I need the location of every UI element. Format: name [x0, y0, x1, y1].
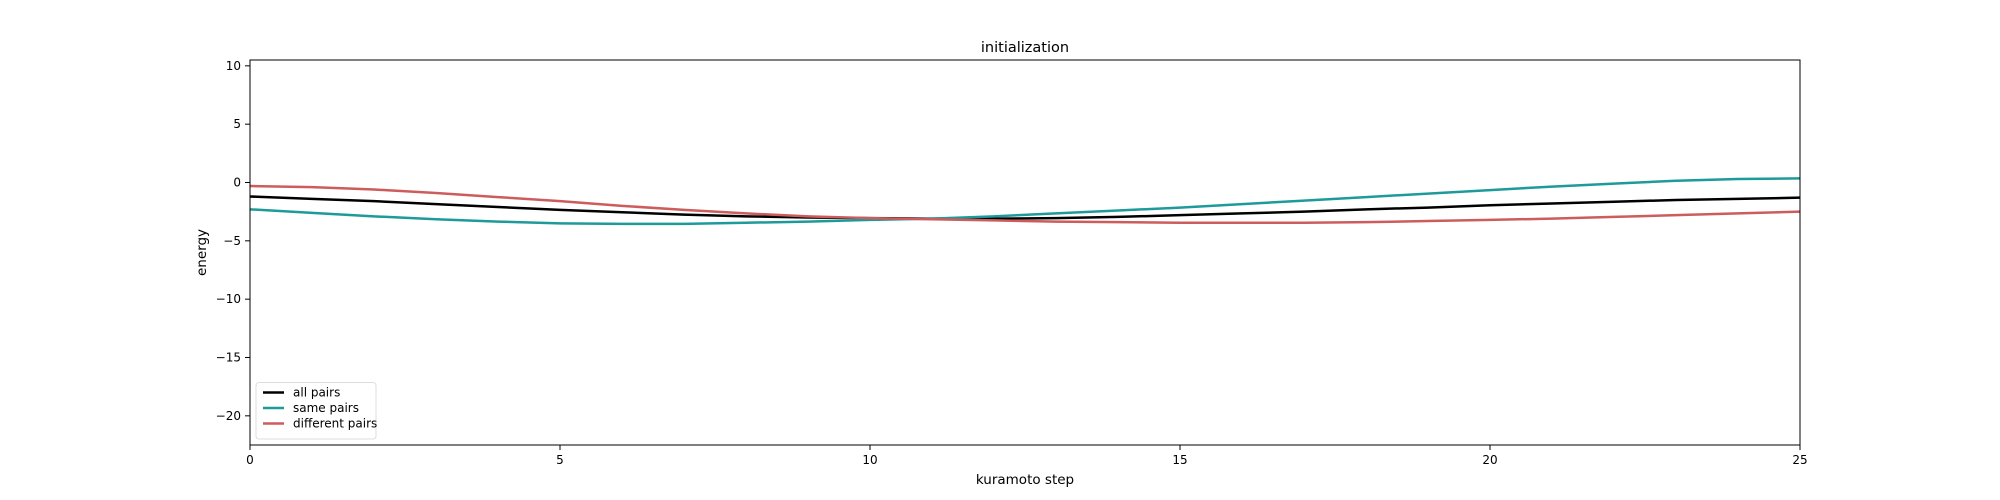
x-axis: 0 5 10 15 20 25: [246, 445, 1808, 467]
series-line-3: [249, 184, 1801, 224]
y-tick-label: 10: [226, 59, 241, 73]
x-tick-label: 0: [246, 453, 254, 467]
y-tick-label: −20: [216, 409, 241, 423]
y-tick-label: −15: [216, 351, 241, 365]
plot-area: [250, 60, 1800, 445]
x-tick-label: 15: [1172, 453, 1187, 467]
y-tick-label: 0: [233, 176, 241, 190]
plot-frame: [249, 59, 1801, 446]
x-axis-label: kuramoto step: [976, 472, 1074, 488]
series-layer: [249, 177, 1801, 226]
x-tick-label: 20: [1482, 453, 1497, 467]
x-tick-label: 5: [556, 453, 564, 467]
chart-title: initialization: [981, 40, 1069, 56]
legend-box: [255, 382, 377, 440]
legend-label: all pairs: [293, 386, 340, 400]
x-tick-label: 10: [862, 453, 877, 467]
x-tick-label: 25: [1792, 453, 1807, 467]
legend-label: different pairs: [293, 417, 377, 431]
y-axis: −20 −15 −10 −5 0 5 10: [216, 59, 250, 423]
series-line-2: [249, 177, 1801, 226]
legend-label: same pairs: [293, 401, 359, 415]
y-tick-label: −10: [216, 292, 241, 306]
y-tick-label: −5: [223, 234, 241, 248]
series-line-1: [249, 195, 1801, 220]
y-tick-label: 5: [233, 117, 241, 131]
y-axis-label: energy: [194, 229, 210, 276]
